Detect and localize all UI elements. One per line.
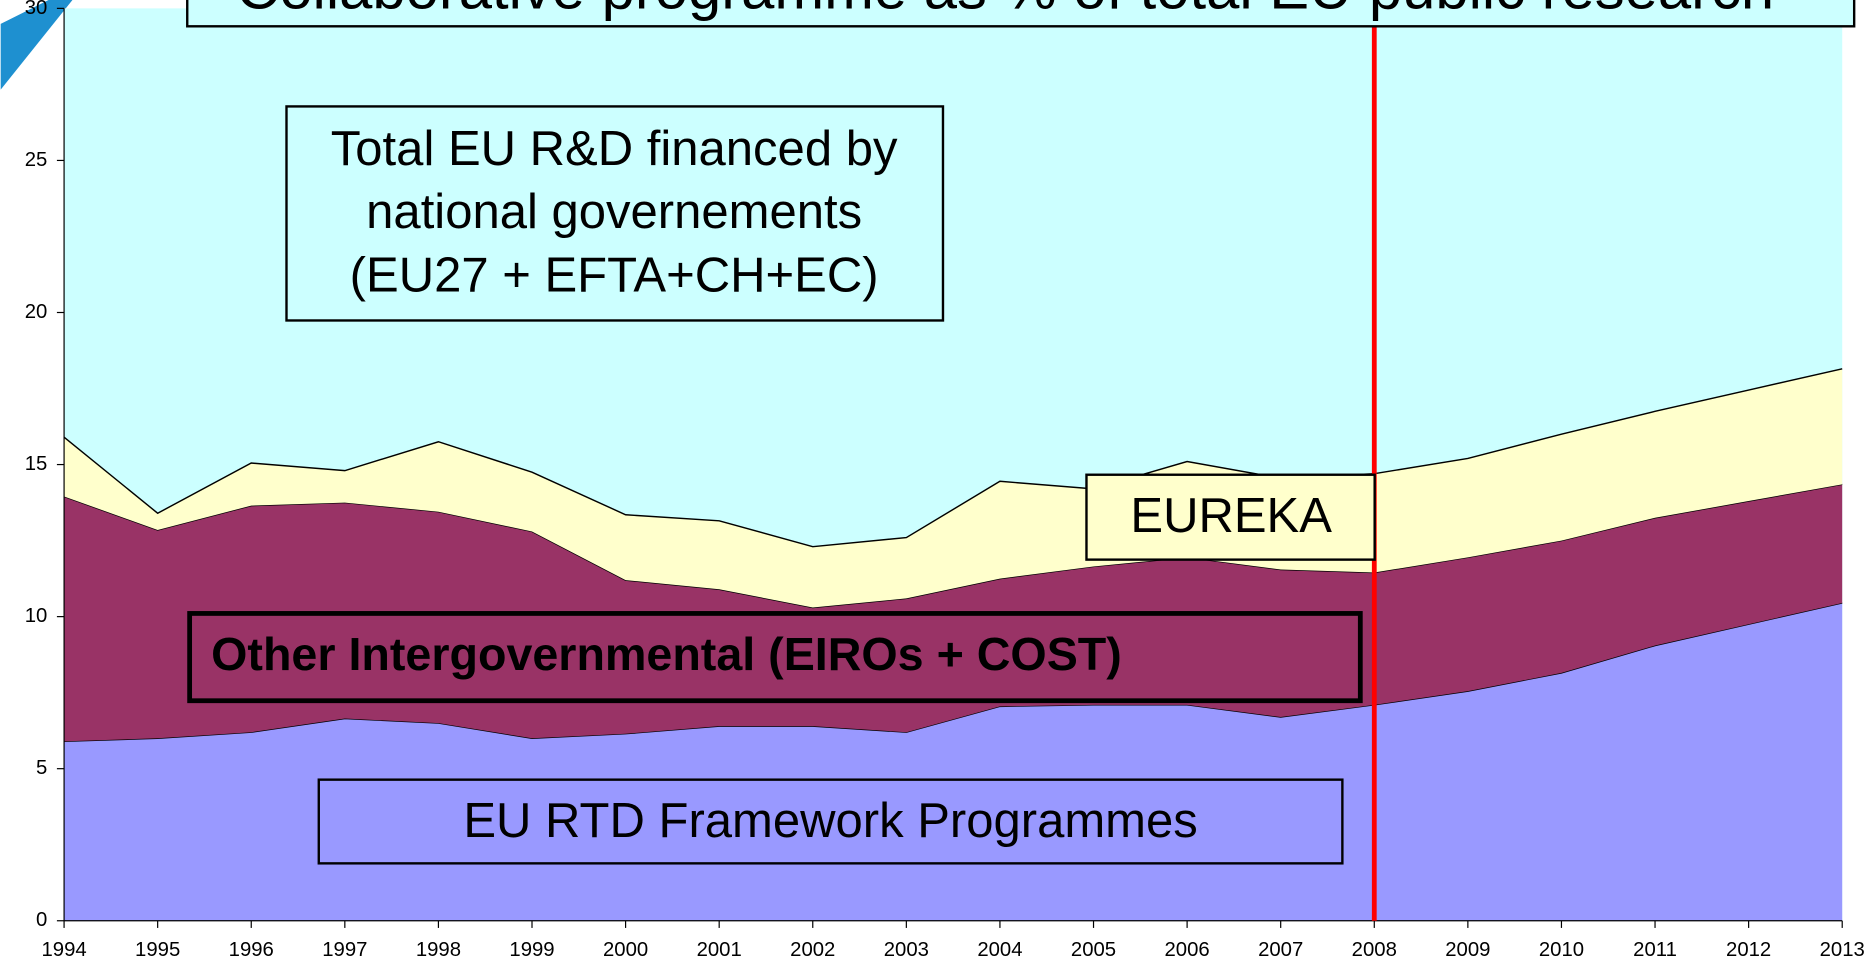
y-tick-label: 20 <box>25 301 48 323</box>
area-edge <box>64 602 1843 743</box>
annotation-text: Total EU R&D financed by <box>331 122 898 176</box>
series-label: EU RTD Framework Programmes <box>463 794 1197 848</box>
x-tick-label: 2011 <box>1633 939 1677 961</box>
x-tick-label: 2010 <box>1539 939 1584 961</box>
corner-decoration <box>0 0 73 90</box>
annotation-box <box>285 105 945 322</box>
x-tick-label: 1996 <box>229 939 274 961</box>
x-tick-label: 2001 <box>697 939 742 961</box>
x-tick-label: 2012 <box>1726 939 1771 961</box>
x-tick-label: 2009 <box>1445 939 1490 961</box>
x-tick-label: 2008 <box>1352 939 1397 961</box>
x-tick-label: 2005 <box>1071 939 1116 961</box>
x-tick-label: 2013 <box>1820 939 1865 961</box>
x-tick-label: 1998 <box>416 939 461 961</box>
x-tick-label: 2003 <box>884 939 929 961</box>
y-tick-label: 30 <box>25 0 48 19</box>
annotation-text: national governements <box>366 185 862 239</box>
y-tick-label: 10 <box>25 605 48 627</box>
x-tick-label: 2006 <box>1165 939 1210 961</box>
title-box <box>186 0 1856 28</box>
series-label-box <box>317 778 1344 865</box>
series-label-box <box>187 611 1363 704</box>
series-label-box <box>1085 473 1376 561</box>
x-tick-label: 1999 <box>509 939 554 961</box>
x-tick-label: 2000 <box>603 939 648 961</box>
x-tick-label: 2004 <box>977 939 1022 961</box>
x-tick-label: 1995 <box>135 939 180 961</box>
x-tick-label: 1997 <box>322 939 367 961</box>
y-tick-label: 0 <box>36 909 47 931</box>
y-tick-label: 15 <box>25 453 48 475</box>
area-edge <box>63 368 1843 548</box>
chart-title: Collaborative programme as % of total EU… <box>236 0 1774 22</box>
x-tick-label: 2002 <box>790 939 835 961</box>
area <box>64 368 1843 608</box>
y-tick-label: 25 <box>25 149 48 171</box>
series-label: EUREKA <box>1130 489 1332 543</box>
series-label: Other Intergovernmental (EIROs + COST) <box>211 628 1122 680</box>
x-tick-label: 1994 <box>41 939 86 961</box>
annotation-text: (EU27 + EFTA+CH+EC) <box>350 249 879 303</box>
x-tick-label: 2007 <box>1258 939 1303 961</box>
y-tick-label: 5 <box>36 757 47 779</box>
